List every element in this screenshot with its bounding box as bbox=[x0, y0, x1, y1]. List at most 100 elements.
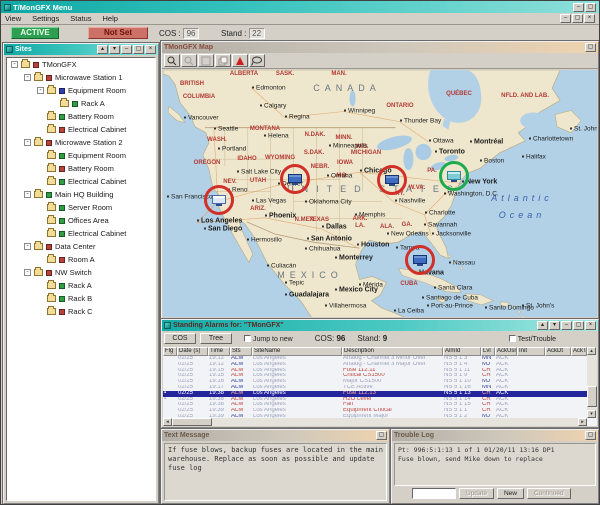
alarm-row[interactable]: ▪ 02/25 19:38 ALM Los Angeles H2O Level NS 5 1… bbox=[163, 397, 587, 403]
expand-icon[interactable]: - bbox=[24, 191, 31, 198]
minimize-icon[interactable]: – bbox=[573, 2, 584, 12]
tree-item[interactable]: Room A bbox=[7, 253, 155, 266]
scroll-right-icon[interactable]: ▸ bbox=[578, 418, 587, 426]
close-icon[interactable]: × bbox=[145, 45, 156, 54]
test-trouble-checkbox[interactable] bbox=[508, 334, 516, 342]
tree-item[interactable]: - Main HQ Building bbox=[7, 188, 155, 201]
tree-item[interactable]: Battery Room bbox=[7, 162, 155, 175]
alarm-marker[interactable] bbox=[405, 245, 435, 275]
down-icon[interactable]: ▾ bbox=[549, 321, 560, 330]
up-icon[interactable]: ▴ bbox=[97, 45, 108, 54]
alarm-row[interactable]: ▪ 02/25 19:38 ALM Los Angeles Fuse 112.13 NS 5… bbox=[163, 390, 587, 397]
expand-icon[interactable]: - bbox=[37, 87, 44, 94]
menu-help[interactable]: Help bbox=[102, 14, 118, 23]
alarm-row[interactable]: 02/25 19:12 ALM Los Angeles Analog - Channel… bbox=[163, 362, 587, 368]
column-header[interactable]: Description bbox=[342, 347, 443, 356]
column-header[interactable]: Date (s) bbox=[177, 347, 208, 356]
tree-item[interactable]: Electrical Cabinet bbox=[7, 123, 155, 136]
alarm-row[interactable]: 02/25 19:16 ALM Los Angeles Major CS1500 NS 5… bbox=[163, 379, 587, 385]
cos-button[interactable]: COS bbox=[164, 333, 196, 344]
expand-icon[interactable]: - bbox=[11, 61, 18, 68]
notset-button[interactable]: Not Set bbox=[88, 27, 148, 39]
scroll-down-icon[interactable]: ▾ bbox=[587, 410, 596, 418]
zoom-in-icon[interactable] bbox=[164, 54, 180, 67]
close-icon[interactable]: × bbox=[585, 321, 596, 330]
horizontal-scroll-thumb[interactable] bbox=[172, 418, 212, 426]
tree-item[interactable]: Rack C bbox=[7, 305, 155, 318]
menu-settings[interactable]: Settings bbox=[32, 14, 60, 23]
expand-icon[interactable]: - bbox=[24, 269, 31, 276]
trouble-log-input[interactable] bbox=[412, 488, 456, 499]
tree-item[interactable]: - Microwave Station 1 bbox=[7, 71, 155, 84]
alarm-row[interactable]: 02/25 19:15 ALM Los Angeles Fuse 112.11 NS 5 … bbox=[163, 368, 587, 374]
tree-item[interactable]: Electrical Cabinet bbox=[7, 175, 155, 188]
column-header[interactable]: AckDt bbox=[545, 347, 571, 356]
expand-icon[interactable]: - bbox=[24, 74, 31, 81]
alarm-row[interactable]: 02/25 19:39 ALM Los Angeles Equipment Critic… bbox=[163, 408, 587, 414]
column-header[interactable]: Flg bbox=[163, 347, 177, 356]
maximize-icon[interactable]: ▢ bbox=[585, 2, 596, 12]
tree-item[interactable]: Equipment Room bbox=[7, 149, 155, 162]
trouble-log-button[interactable]: New bbox=[496, 488, 524, 499]
tree-item[interactable]: Rack B bbox=[7, 292, 155, 305]
alarm-row[interactable]: 02/25 19:12 ALM Los Angeles Analog - Channel… bbox=[163, 356, 587, 362]
minimize-icon[interactable]: – bbox=[561, 321, 572, 330]
tree-item[interactable]: - Microwave Station 2 bbox=[7, 136, 155, 149]
column-header[interactable]: Sts bbox=[230, 347, 252, 356]
column-header[interactable]: Init bbox=[517, 347, 545, 356]
tree-item[interactable]: - Data Center bbox=[7, 240, 155, 253]
zoom-out-icon[interactable] bbox=[181, 54, 197, 67]
alarm-marker[interactable] bbox=[439, 161, 469, 191]
alarm-marker[interactable] bbox=[204, 185, 234, 215]
tree-item[interactable]: - TMonGFX bbox=[7, 58, 155, 71]
child-restore-icon[interactable]: ▢ bbox=[572, 14, 583, 23]
up-icon[interactable]: ▴ bbox=[537, 321, 548, 330]
menu-status[interactable]: Status bbox=[70, 14, 92, 23]
tree-item[interactable]: - NW Switch bbox=[7, 266, 155, 279]
tree-item[interactable]: - Equipment Room bbox=[7, 84, 155, 97]
column-header[interactable]: Time bbox=[208, 347, 230, 356]
maximize-icon[interactable]: ▢ bbox=[376, 431, 387, 440]
alarm-vertical-scrollbar[interactable]: ▴ ▾ bbox=[587, 347, 597, 418]
alarm-row[interactable]: 02/25 19:17 ALM Los Angeles TCE Active NS 5 1… bbox=[163, 385, 587, 391]
column-header[interactable]: Lvl bbox=[481, 347, 495, 356]
expand-icon[interactable]: - bbox=[24, 243, 31, 250]
tree-button[interactable]: Tree bbox=[200, 333, 232, 344]
tree-item[interactable]: Rack A bbox=[7, 279, 155, 292]
child-close-icon[interactable]: × bbox=[584, 14, 595, 23]
layers-icon[interactable] bbox=[215, 54, 231, 67]
jump-to-new-checkbox[interactable] bbox=[244, 334, 251, 342]
alarm-row[interactable]: 02/25 19:38 ALM Los Angeles Fan NS 5 1 15 CR AC… bbox=[163, 402, 587, 408]
menu-view[interactable]: View bbox=[5, 14, 22, 23]
zoom-fit-icon[interactable] bbox=[198, 54, 214, 67]
column-header[interactable]: AckTm bbox=[571, 347, 587, 356]
child-minimize-icon[interactable]: – bbox=[560, 14, 571, 23]
alarm-marker[interactable] bbox=[377, 165, 407, 195]
maximize-icon[interactable]: ▢ bbox=[573, 321, 584, 330]
active-button[interactable]: ACTIVE bbox=[11, 27, 59, 39]
alarm-horizontal-scrollbar[interactable]: ◂ ▸ bbox=[163, 418, 587, 426]
lasso-icon[interactable] bbox=[249, 54, 265, 67]
expand-icon[interactable]: - bbox=[24, 139, 31, 146]
scroll-up-icon[interactable]: ▴ bbox=[587, 347, 596, 355]
scroll-left-icon[interactable]: ◂ bbox=[163, 418, 172, 426]
maximize-icon[interactable]: ▢ bbox=[585, 431, 596, 440]
tree-item[interactable]: Server Room bbox=[7, 201, 155, 214]
maximize-icon[interactable]: ▢ bbox=[585, 43, 596, 52]
alarm-marker[interactable] bbox=[280, 164, 310, 194]
tree-item[interactable]: Rack A bbox=[7, 97, 155, 110]
alarm-triangle-icon[interactable] bbox=[232, 54, 248, 67]
column-header[interactable]: AckUsr bbox=[495, 347, 517, 356]
column-header[interactable]: SiteName bbox=[252, 347, 342, 356]
tree-item[interactable]: Offices Area bbox=[7, 214, 155, 227]
vertical-scroll-thumb[interactable] bbox=[587, 386, 597, 408]
tree-item[interactable]: Battery Room bbox=[7, 110, 155, 123]
tree-item[interactable]: Electrical Cabinet bbox=[7, 227, 155, 240]
down-icon[interactable]: ▾ bbox=[109, 45, 120, 54]
column-header[interactable]: AlmId bbox=[443, 347, 481, 356]
alarm-row[interactable]: 02/25 19:15 ALM Los Angeles Critical CS1500 N… bbox=[163, 373, 587, 379]
alarm-row[interactable]: 02/25 19:39 ALM Los Angeles Equipment Major N… bbox=[163, 414, 587, 418]
map-canvas[interactable]: CANADA UNITED STATES MEXICO Atlantic Ocean BR… bbox=[163, 70, 597, 317]
minimize-icon[interactable]: – bbox=[121, 45, 132, 54]
maximize-icon[interactable]: ▢ bbox=[133, 45, 144, 54]
